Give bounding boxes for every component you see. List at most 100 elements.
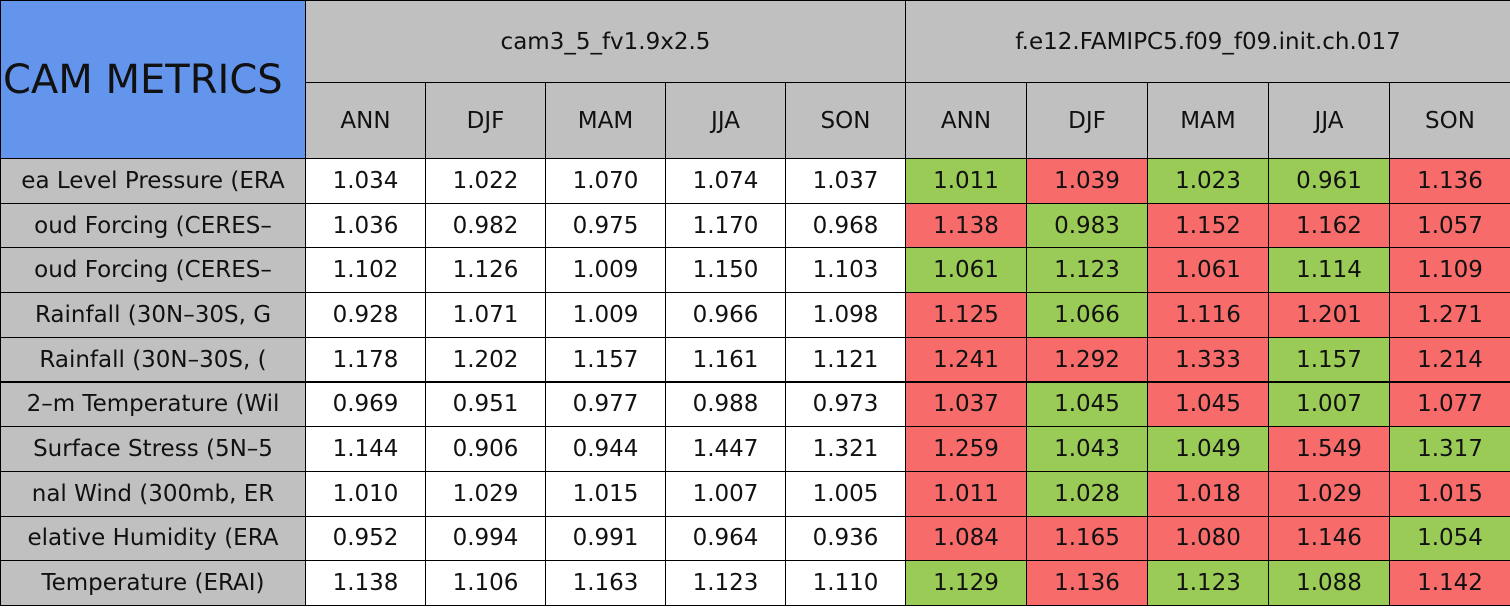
value-cell: 1.061 xyxy=(905,247,1027,294)
value-cell: 1.054 xyxy=(1389,515,1510,562)
value-cell: 1.010 xyxy=(305,470,426,517)
value-cell: 1.317 xyxy=(1389,426,1510,472)
value-cell: 1.109 xyxy=(1389,247,1510,294)
value-cell: 1.123 xyxy=(1026,247,1148,294)
value-cell: 0.988 xyxy=(665,381,786,428)
value-cell: 0.969 xyxy=(305,381,426,428)
value-cell: 0.961 xyxy=(1268,158,1390,204)
value-cell: 0.982 xyxy=(425,202,546,249)
value-cell: 0.983 xyxy=(1026,202,1148,249)
value-cell: 1.015 xyxy=(545,470,666,517)
value-cell: 1.045 xyxy=(1026,381,1148,428)
value-cell: 1.129 xyxy=(905,560,1027,606)
value-cell: 1.136 xyxy=(1026,560,1148,606)
value-cell: 0.977 xyxy=(545,381,666,428)
value-cell: 1.201 xyxy=(1268,292,1390,338)
value-cell: 1.178 xyxy=(305,336,426,383)
value-cell: 1.057 xyxy=(1389,202,1510,249)
value-cell: 0.906 xyxy=(425,426,546,472)
value-cell: 1.009 xyxy=(545,247,666,294)
value-cell: 0.973 xyxy=(785,381,906,428)
value-cell: 0.944 xyxy=(545,426,666,472)
value-cell: 1.138 xyxy=(905,202,1027,249)
season-header: DJF xyxy=(425,82,546,159)
value-cell: 1.043 xyxy=(1026,426,1148,472)
value-cell: 1.061 xyxy=(1147,247,1269,294)
value-cell: 0.951 xyxy=(425,381,546,428)
value-cell: 1.106 xyxy=(425,560,546,606)
value-cell: 1.549 xyxy=(1268,426,1390,472)
value-cell: 0.964 xyxy=(665,515,786,562)
value-cell: 1.011 xyxy=(905,158,1027,204)
value-cell: 1.084 xyxy=(905,515,1027,562)
value-cell: 1.241 xyxy=(905,336,1027,383)
value-cell: 1.049 xyxy=(1147,426,1269,472)
value-cell: 1.045 xyxy=(1147,381,1269,428)
value-cell: 1.080 xyxy=(1147,515,1269,562)
value-cell: 1.037 xyxy=(905,381,1027,428)
value-cell: 1.214 xyxy=(1389,336,1510,383)
value-cell: 1.007 xyxy=(1268,381,1390,428)
value-cell: 0.936 xyxy=(785,515,906,562)
row-label: ea Level Pressure (ERA xyxy=(0,158,306,204)
value-cell: 1.023 xyxy=(1147,158,1269,204)
value-cell: 1.142 xyxy=(1389,560,1510,606)
value-cell: 0.928 xyxy=(305,292,426,338)
value-cell: 1.292 xyxy=(1026,336,1148,383)
season-header: JJA xyxy=(665,82,786,159)
season-header: SON xyxy=(785,82,906,159)
value-cell: 1.157 xyxy=(1268,336,1390,383)
value-cell: 1.009 xyxy=(545,292,666,338)
value-cell: 1.011 xyxy=(905,470,1027,517)
season-header: ANN xyxy=(905,82,1027,159)
value-cell: 1.088 xyxy=(1268,560,1390,606)
value-cell: 1.070 xyxy=(545,158,666,204)
value-cell: 1.029 xyxy=(425,470,546,517)
row-label: oud Forcing (CERES– xyxy=(0,247,306,294)
value-cell: 1.447 xyxy=(665,426,786,472)
value-cell: 1.077 xyxy=(1389,381,1510,428)
value-cell: 1.022 xyxy=(425,158,546,204)
row-label: Rainfall (30N–30S, ( xyxy=(0,336,306,383)
value-cell: 1.165 xyxy=(1026,515,1148,562)
value-cell: 0.966 xyxy=(665,292,786,338)
value-cell: 1.162 xyxy=(1268,202,1390,249)
value-cell: 0.952 xyxy=(305,515,426,562)
value-cell: 1.110 xyxy=(785,560,906,606)
value-cell: 1.028 xyxy=(1026,470,1148,517)
season-header: MAM xyxy=(545,82,666,159)
row-label: oud Forcing (CERES– xyxy=(0,202,306,249)
value-cell: 1.271 xyxy=(1389,292,1510,338)
value-cell: 1.125 xyxy=(905,292,1027,338)
row-label: elative Humidity (ERA xyxy=(0,515,306,562)
value-cell: 1.018 xyxy=(1147,470,1269,517)
value-cell: 1.157 xyxy=(545,336,666,383)
value-cell: 1.037 xyxy=(785,158,906,204)
row-label: nal Wind (300mb, ER xyxy=(0,470,306,517)
value-cell: 1.123 xyxy=(1147,560,1269,606)
value-cell: 1.114 xyxy=(1268,247,1390,294)
group-header: f.e12.FAMIPC5.f09_f09.init.ch.017 xyxy=(905,0,1510,83)
season-header: ANN xyxy=(305,82,426,159)
season-header: SON xyxy=(1389,82,1510,159)
value-cell: 1.074 xyxy=(665,158,786,204)
value-cell: 0.975 xyxy=(545,202,666,249)
value-cell: 1.321 xyxy=(785,426,906,472)
value-cell: 1.161 xyxy=(665,336,786,383)
value-cell: 1.034 xyxy=(305,158,426,204)
value-cell: 1.150 xyxy=(665,247,786,294)
value-cell: 1.136 xyxy=(1389,158,1510,204)
row-label: Surface Stress (5N–5 xyxy=(0,426,306,472)
value-cell: 1.071 xyxy=(425,292,546,338)
value-cell: 0.991 xyxy=(545,515,666,562)
row-label: Rainfall (30N–30S, G xyxy=(0,292,306,338)
value-cell: 1.123 xyxy=(665,560,786,606)
value-cell: 0.968 xyxy=(785,202,906,249)
value-cell: 1.121 xyxy=(785,336,906,383)
value-cell: 1.163 xyxy=(545,560,666,606)
value-cell: 1.098 xyxy=(785,292,906,338)
value-cell: 1.259 xyxy=(905,426,1027,472)
corner-header: CAM METRICS xyxy=(0,0,306,159)
value-cell: 1.333 xyxy=(1147,336,1269,383)
